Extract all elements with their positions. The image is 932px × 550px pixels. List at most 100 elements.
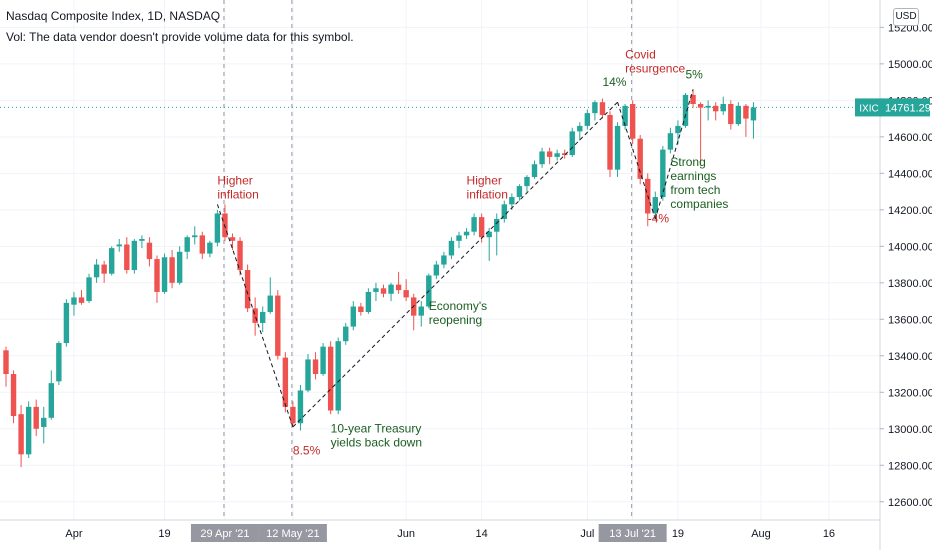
candle-body (214, 213, 221, 243)
candle-body (720, 104, 726, 112)
candle-body (343, 326, 349, 342)
annotation-line: -4% (648, 212, 670, 226)
annotation-text: Covid resurgence (625, 47, 685, 75)
annotation-line: reopening (429, 313, 482, 327)
candle-body (622, 105, 628, 126)
price-tick-label: 15000.00 (888, 59, 932, 71)
price-tick-label: 13600.00 (888, 314, 932, 326)
time-tick-label: 16 (823, 528, 835, 540)
candle-body (101, 264, 107, 274)
candle-body (71, 297, 77, 305)
chart-title: Nasdaq Composite Index, 1D, NASDAQ (6, 9, 221, 23)
trend-line (216, 204, 294, 428)
candle-body (335, 341, 341, 411)
time-tick-label: 14 (476, 528, 488, 540)
candle-body (93, 264, 100, 278)
annotation-text: 14% (602, 75, 626, 89)
candle-body (139, 239, 145, 241)
candle-body (403, 290, 409, 298)
annotation-line: Economy's (429, 299, 487, 313)
candle-body (614, 125, 621, 170)
time-tick-label: 19 (158, 528, 170, 540)
candle-body (501, 204, 507, 219)
candle-body (494, 218, 500, 232)
last-price-label: 14761.29 (885, 102, 931, 114)
annotation-line: inflation (217, 187, 258, 201)
candle-body (735, 105, 742, 125)
annotation-text: -4% (648, 212, 670, 226)
candles-layer (3, 89, 757, 468)
annotation-line: earnings (670, 169, 716, 183)
candle-body (10, 374, 17, 416)
price-tick-label: 14600.00 (888, 132, 932, 144)
candle-body (569, 131, 575, 156)
price-tick-label: 12800.00 (888, 460, 932, 472)
candle-body (41, 417, 47, 427)
time-tick-label: Apr (65, 528, 82, 540)
candle-body (531, 164, 538, 177)
price-tick-label: 14000.00 (888, 241, 932, 253)
candle-body (629, 104, 636, 139)
candle-body (229, 237, 236, 241)
volume-note: Vol: The data vendor doesn't provide vol… (6, 30, 354, 44)
candle-body (524, 176, 530, 187)
annotation-line: 14% (602, 75, 626, 89)
price-tick-label: 14200.00 (888, 205, 932, 217)
candle-body (675, 125, 681, 134)
candle-body (516, 186, 523, 198)
price-tick-label: 13000.00 (888, 424, 932, 436)
candle-body (358, 306, 364, 312)
candle-body (63, 302, 70, 344)
time-tick-label: Jul (580, 528, 594, 540)
symbol-tag-label: IXIC (859, 103, 878, 114)
candle-body (456, 235, 462, 241)
candle-body (146, 242, 153, 260)
candle-body (305, 359, 311, 391)
chart-grid (0, 0, 880, 520)
annotation-line: Covid (625, 47, 656, 61)
annotation-line: 10-year Treasury (331, 421, 422, 435)
last-price-tag (880, 98, 930, 117)
candle-body (33, 406, 39, 429)
annotation-line: 5% (686, 67, 704, 81)
candle-body (463, 231, 470, 236)
annotation-line: yields back down (331, 435, 422, 449)
candle-body (705, 105, 711, 108)
symbol-tag (855, 98, 883, 117)
trend-line (654, 89, 694, 220)
candle-body (592, 102, 598, 114)
candle-body (244, 270, 251, 309)
candle-body (131, 240, 138, 271)
candle-body (728, 104, 734, 125)
candle-body (56, 343, 62, 382)
candle-body (86, 277, 92, 302)
trend-line (292, 101, 618, 428)
candle-body (690, 94, 696, 104)
time-tick-label: Aug (751, 528, 771, 540)
currency-button[interactable]: USD (893, 8, 919, 26)
candle-body (509, 197, 515, 205)
candle-body (577, 125, 583, 132)
candle-body (713, 105, 719, 112)
candle-body (448, 240, 455, 256)
candle-body (267, 295, 273, 312)
candle-body (380, 288, 387, 294)
candle-body (18, 414, 24, 455)
annotation-text: Higher inflation (467, 173, 508, 201)
candle-body (169, 257, 175, 283)
candle-body (192, 235, 198, 238)
candle-body (667, 133, 674, 150)
annotation-line: inflation (467, 187, 508, 201)
time-tick-label: Jun (397, 528, 415, 540)
candle-body (441, 255, 447, 265)
candle-body (312, 359, 319, 375)
candle-body (252, 308, 258, 323)
candle-body (546, 151, 553, 157)
candle-body (154, 259, 160, 292)
candle-body (743, 105, 749, 119)
candle-body (539, 151, 545, 165)
candle-body (184, 237, 190, 252)
candle-body (297, 390, 304, 424)
